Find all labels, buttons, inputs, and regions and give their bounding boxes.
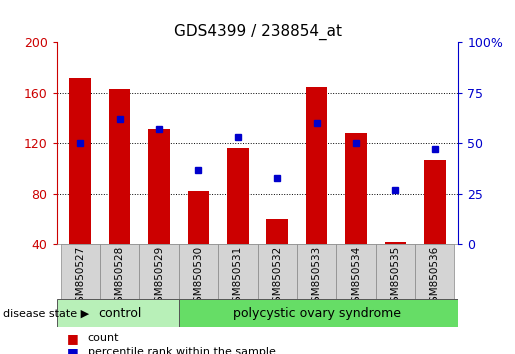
Text: ■: ■	[67, 346, 79, 354]
Bar	[109, 89, 130, 244]
Bar	[258, 244, 297, 299]
Bar	[266, 219, 288, 244]
Bar	[218, 244, 258, 299]
Bar	[148, 130, 170, 244]
Bar	[70, 78, 91, 244]
Bar	[179, 244, 218, 299]
Bar	[297, 244, 336, 299]
Text: GSM850536: GSM850536	[430, 246, 440, 309]
Text: GSM850530: GSM850530	[194, 246, 203, 309]
Text: GSM850531: GSM850531	[233, 246, 243, 309]
Text: GSM850533: GSM850533	[312, 246, 321, 309]
Bar	[227, 148, 249, 244]
Bar	[345, 133, 367, 244]
Text: GSM850528: GSM850528	[115, 246, 125, 309]
Bar	[61, 244, 100, 299]
Bar	[306, 87, 328, 244]
Bar	[415, 244, 454, 299]
Text: disease state ▶: disease state ▶	[3, 308, 89, 318]
Bar	[57, 299, 179, 327]
Text: control: control	[98, 307, 141, 320]
Bar	[385, 242, 406, 244]
Bar	[179, 299, 458, 327]
Bar	[140, 244, 179, 299]
Text: GSM850532: GSM850532	[272, 246, 282, 309]
Bar	[187, 191, 209, 244]
Text: GSM850527: GSM850527	[75, 246, 85, 309]
Bar	[100, 244, 140, 299]
Text: polycystic ovary syndrome: polycystic ovary syndrome	[233, 307, 401, 320]
Text: GSM850535: GSM850535	[390, 246, 400, 309]
Bar	[375, 244, 415, 299]
Text: count: count	[88, 333, 119, 343]
Title: GDS4399 / 238854_at: GDS4399 / 238854_at	[174, 23, 341, 40]
Bar	[336, 244, 375, 299]
Text: percentile rank within the sample: percentile rank within the sample	[88, 347, 276, 354]
Text: GSM850529: GSM850529	[154, 246, 164, 309]
Bar	[424, 160, 445, 244]
Text: GSM850534: GSM850534	[351, 246, 361, 309]
Text: ■: ■	[67, 332, 79, 344]
